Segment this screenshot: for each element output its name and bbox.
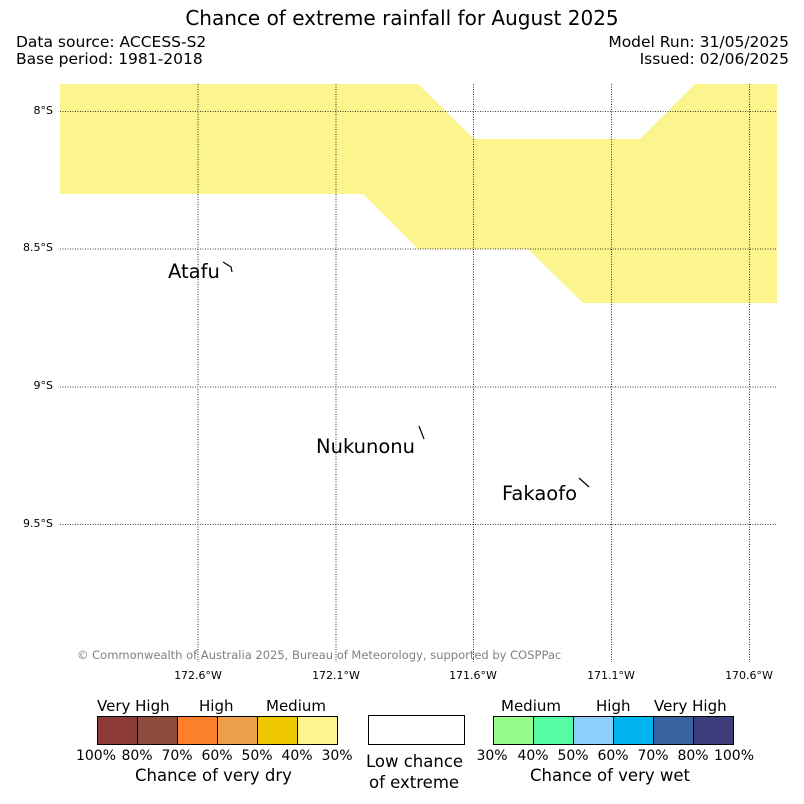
dry-tick-60: 60% xyxy=(201,748,233,764)
dry-tick-40: 40% xyxy=(281,748,313,764)
wet-group-medium: Medium xyxy=(501,697,561,715)
wet-tick-50: 50% xyxy=(557,748,589,764)
dry-legend-caption: Chance of very dry xyxy=(135,766,292,785)
place-label-nukunonu: Nukunonu xyxy=(316,435,416,458)
dry-tick-30: 30% xyxy=(321,748,353,764)
lat-label-8-5s: 8.5°S xyxy=(23,241,53,254)
dry-medium-shaded-region xyxy=(60,84,777,303)
lat-label-8s: 8°S xyxy=(33,104,53,117)
dry-tick-70: 70% xyxy=(161,748,193,764)
dry-swatch-60-70 xyxy=(177,716,218,745)
model-run-text: Model Run: 31/05/2025 xyxy=(608,33,789,51)
lon-label-170-6w: 170.6°W xyxy=(725,669,773,682)
latitude-gridlines xyxy=(60,111,777,525)
wet-group-very-high: Very High xyxy=(654,697,727,715)
wet-tick-40: 40% xyxy=(517,748,549,764)
page-title: Chance of extreme rainfall for August 20… xyxy=(185,6,619,30)
low-chance-caption-line1: Low chance xyxy=(366,752,464,771)
wet-legend-caption: Chance of very wet xyxy=(530,766,690,785)
dry-swatch-70-80 xyxy=(137,716,178,745)
wet-swatch-30-40 xyxy=(493,716,534,745)
low-chance-swatch xyxy=(368,715,465,745)
lat-label-9-5s: 9.5°S xyxy=(23,517,53,530)
wet-swatch-70-80 xyxy=(653,716,694,745)
low-chance-caption-line2: of extreme xyxy=(369,773,460,792)
wet-swatch-80-100 xyxy=(693,716,734,745)
dry-tick-50: 50% xyxy=(241,748,273,764)
dry-swatch-30-40 xyxy=(297,716,338,745)
atafu-coastline xyxy=(222,261,233,273)
dry-swatch-80-100 xyxy=(97,716,138,745)
dry-group-very-high: Very High xyxy=(97,697,170,715)
place-label-fakaofo: Fakaofo xyxy=(502,482,578,505)
wet-group-high: High xyxy=(596,697,631,715)
dry-tick-80: 80% xyxy=(121,748,153,764)
lon-label-171-6w: 171.6°W xyxy=(449,669,497,682)
nukunonu-coastline xyxy=(418,425,425,440)
lat-label-9s: 9°S xyxy=(33,379,53,392)
copyright-notice: © Commonwealth of Australia 2025, Bureau… xyxy=(77,648,562,662)
wet-tick-70: 70% xyxy=(637,748,669,764)
lon-label-172-6w: 172.6°W xyxy=(174,669,222,682)
issued-date-text: Issued: 02/06/2025 xyxy=(639,50,789,68)
dry-swatch-50-60 xyxy=(217,716,258,745)
fakaofo-coastline xyxy=(578,477,590,488)
wet-tick-30: 30% xyxy=(476,748,508,764)
data-source-text: Data source: ACCESS-S2 xyxy=(16,33,207,51)
wet-tick-100: 100% xyxy=(713,748,755,764)
wet-tick-80: 80% xyxy=(677,748,709,764)
dry-group-medium: Medium xyxy=(266,697,326,715)
dry-group-high: High xyxy=(199,697,234,715)
wet-swatch-50-60 xyxy=(573,716,614,745)
wet-swatch-40-50 xyxy=(533,716,574,745)
place-label-atafu: Atafu xyxy=(168,260,220,283)
base-period-text: Base period: 1981-2018 xyxy=(16,50,203,68)
wet-swatch-60-70 xyxy=(613,716,654,745)
lon-label-171-1w: 171.1°W xyxy=(587,669,635,682)
dry-tick-100: 100% xyxy=(75,748,117,764)
lon-label-172-1w: 172.1°W xyxy=(312,669,360,682)
dry-swatch-40-50 xyxy=(257,716,298,745)
wet-tick-60: 60% xyxy=(597,748,629,764)
